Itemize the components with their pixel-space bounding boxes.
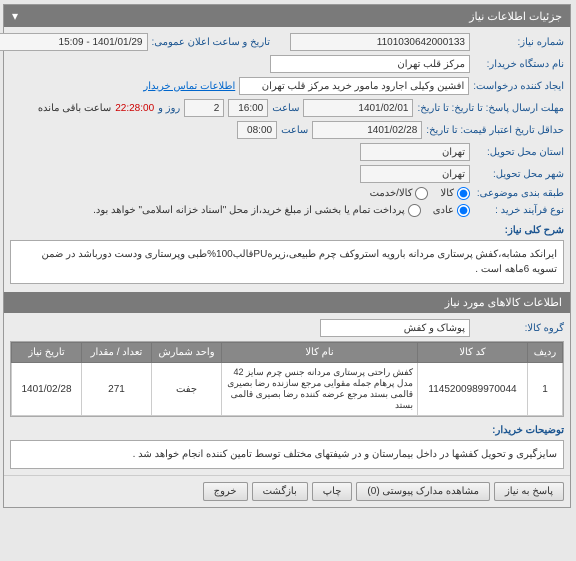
category-services-label: کالا/خدمت [371, 188, 414, 199]
purchase-note-label: پرداخت تمام یا بخشی از مبلغ خرید،از محل … [94, 205, 406, 216]
attachments-button[interactable]: مشاهده مدارک پیوستی (0) [357, 482, 491, 501]
city-label: شهر محل تحویل: [475, 169, 565, 180]
print-button[interactable]: چاپ [313, 482, 354, 501]
purchase-note-radio[interactable]: پرداخت تمام یا بخشی از مبلغ خرید،از محل … [94, 204, 422, 217]
group-input [321, 319, 471, 337]
announce-date-label: تاریخ و ساعت اعلان عمومی: [153, 37, 272, 48]
notes-label: توضیحات خریدار: [11, 425, 565, 436]
announce-date-input [0, 33, 149, 51]
category-label: طبقه بندی موضوعی: [475, 188, 565, 199]
category-goods-radio[interactable]: کالا [441, 187, 471, 200]
purchase-normal-radio[interactable]: عادی [434, 204, 471, 217]
table-header-row: ردیف کد کالا نام کالا واحد شمارش تعداد /… [13, 343, 564, 363]
deadline-label: مهلت ارسال پاسخ: تا تاریخ: تا تاریخ: [418, 103, 565, 114]
validity-date-input [313, 121, 423, 139]
validity-time-input [238, 121, 278, 139]
summary-box: ایرانکد مشابه،کفش پرستاری مردانه بارویه … [11, 240, 565, 284]
validity-label: حداقل تاریخ اعتبار قیمت: تا تاریخ: [427, 125, 565, 136]
respond-button[interactable]: پاسخ به نیاز [495, 482, 565, 501]
requester-input [240, 77, 470, 95]
deadline-time-input [229, 99, 269, 117]
category-services-input[interactable] [416, 187, 429, 200]
panel-body: شماره نیاز: تاریخ و ساعت اعلان عمومی: نا… [5, 27, 571, 475]
category-radio-group: کالا کالا/خدمت [371, 187, 471, 200]
th-unit: واحد شمارش [153, 343, 223, 363]
need-number-input [291, 33, 471, 51]
th-date: تاریخ نیاز [13, 343, 83, 363]
day-label: روز و [159, 103, 181, 114]
purchase-radio-group: عادی پرداخت تمام یا بخشی از مبلغ خرید،از… [94, 204, 471, 217]
items-table-container: ردیف کد کالا نام کالا واحد شمارش تعداد /… [11, 341, 565, 417]
province-input [361, 143, 471, 161]
category-goods-input[interactable] [458, 187, 471, 200]
collapse-icon[interactable]: ▾ [13, 9, 19, 23]
purchase-normal-input[interactable] [458, 204, 471, 217]
group-label: گروه کالا: [475, 323, 565, 334]
deadline-time-label: ساعت [273, 103, 300, 114]
td-code: 1145200989970044 [419, 363, 529, 416]
purchase-normal-label: عادی [434, 205, 455, 216]
category-goods-label: کالا [441, 188, 455, 199]
notes-box: سایزگیری و تحویل کفشها در داخل بیمارستان… [11, 440, 565, 469]
items-header: اطلاعات کالاهای مورد نیاز [5, 292, 571, 313]
th-qty: تعداد / مقدار [83, 343, 153, 363]
panel-header: جزئیات اطلاعات نیاز ▾ [5, 5, 571, 27]
requester-label: ایجاد کننده درخواست: [474, 81, 565, 92]
return-button[interactable]: بازگشت [253, 482, 309, 501]
summary-label: شرح کلی نیاز: [11, 225, 565, 236]
deadline-date-input [304, 99, 414, 117]
exit-button[interactable]: خروج [204, 482, 249, 501]
validity-time-label: ساعت [282, 125, 309, 136]
button-bar: پاسخ به نیاز مشاهده مدارک پیوستی (0) چاپ… [5, 475, 571, 507]
th-row: ردیف [529, 343, 564, 363]
purchase-note-input[interactable] [409, 204, 422, 217]
td-qty: 271 [83, 363, 153, 416]
items-header-title: اطلاعات کالاهای مورد نیاز [446, 296, 563, 309]
province-label: استان محل تحویل: [475, 147, 565, 158]
city-input [361, 165, 471, 183]
day-input [185, 99, 225, 117]
contact-link[interactable]: اطلاعات تماس خریدار [144, 81, 236, 92]
panel-title: جزئیات اطلاعات نیاز [470, 10, 563, 23]
main-panel: جزئیات اطلاعات نیاز ▾ شماره نیاز: تاریخ … [4, 4, 572, 508]
table-row[interactable]: 1 1145200989970044 کفش راحتی پرستاری مرد… [13, 363, 564, 416]
timer: 22:28:00 [116, 103, 155, 114]
td-unit: جفت [153, 363, 223, 416]
th-name: نام کالا [223, 343, 419, 363]
items-table: ردیف کد کالا نام کالا واحد شمارش تعداد /… [12, 342, 564, 416]
need-number-label: شماره نیاز: [475, 37, 565, 48]
purchase-label: نوع فرآیند خرید : [475, 205, 565, 216]
buyer-input [271, 55, 471, 73]
td-row: 1 [529, 363, 564, 416]
td-date: 1401/02/28 [13, 363, 83, 416]
td-name: کفش راحتی پرستاری مردانه جنس چرم سایز 42… [223, 363, 419, 416]
th-code: کد کالا [419, 343, 529, 363]
timer-label: ساعت باقی مانده [39, 103, 112, 114]
category-services-radio[interactable]: کالا/خدمت [371, 187, 430, 200]
buyer-label: نام دستگاه خریدار: [475, 59, 565, 70]
